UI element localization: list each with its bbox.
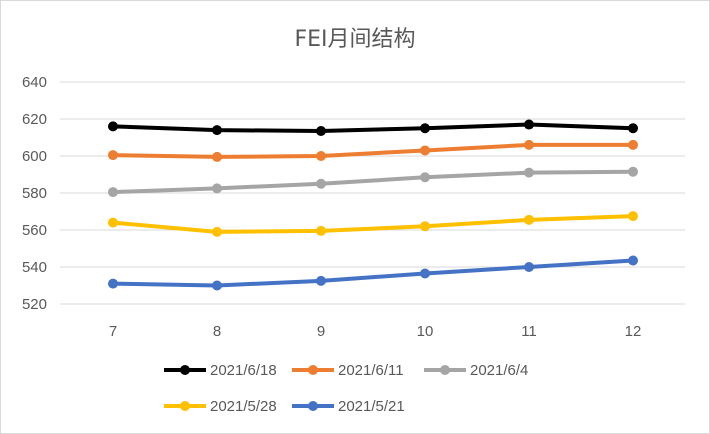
grid-lines	[60, 81, 685, 305]
legend-marker	[440, 365, 450, 375]
legend-label: 2021/6/11	[338, 362, 404, 379]
legend-label: 2021/6/4	[470, 362, 528, 379]
data-point	[524, 262, 534, 272]
series-line	[111, 169, 635, 195]
data-point	[212, 125, 222, 136]
x-axis-ticks: 7 8 9 10 11 12	[109, 323, 642, 340]
y-tick-label: 540	[22, 259, 47, 276]
data-point	[108, 217, 118, 228]
legend-marker	[180, 365, 190, 375]
data-point	[316, 126, 326, 137]
x-tick-label: 9	[317, 323, 325, 340]
series-line	[111, 122, 635, 134]
series-line	[111, 142, 635, 159]
series-line	[111, 258, 635, 288]
data-point	[628, 255, 638, 266]
y-tick-label: 560	[22, 222, 47, 239]
data-point	[212, 280, 222, 291]
data-point	[212, 183, 222, 194]
y-tick-label: 600	[22, 148, 47, 165]
data-point	[524, 167, 534, 178]
data-point	[420, 268, 430, 279]
legend-label: 2021/5/21	[338, 398, 405, 415]
x-tick-label: 7	[109, 323, 117, 340]
x-tick-label: 11	[521, 323, 537, 340]
data-point	[524, 119, 534, 130]
data-point	[628, 166, 638, 177]
data-point	[524, 214, 534, 225]
x-tick-label: 8	[213, 323, 221, 340]
y-tick-label: 620	[22, 111, 47, 128]
data-point	[212, 226, 222, 237]
data-point	[420, 172, 430, 183]
data-point	[108, 278, 118, 289]
data-point	[316, 225, 326, 236]
series-group	[108, 119, 638, 291]
data-point	[420, 123, 430, 134]
data-point	[524, 139, 534, 150]
series-line	[111, 214, 635, 234]
x-tick-label: 10	[417, 323, 434, 340]
y-tick-label: 640	[22, 74, 47, 91]
chart-title: FEI月间结构	[294, 27, 415, 52]
legend-marker	[308, 401, 318, 411]
legend-label: 2021/5/28	[210, 398, 277, 415]
data-point	[420, 145, 430, 156]
legend: 2021/6/18 2021/6/11 2021/6/4 2021/5/28 2021/…	[164, 362, 528, 415]
y-tick-label: 520	[22, 296, 47, 313]
x-tick-label: 12	[625, 323, 642, 340]
y-axis-ticks: 520 540 560 580 600 620 640	[22, 74, 47, 313]
data-point	[108, 121, 118, 132]
legend-label: 2021/6/18	[210, 362, 277, 379]
legend-marker	[180, 401, 190, 411]
data-point	[316, 275, 326, 286]
data-point	[628, 139, 638, 150]
data-point	[316, 178, 326, 189]
data-point	[108, 150, 118, 161]
data-point	[420, 221, 430, 232]
legend-marker	[308, 365, 318, 375]
data-point	[212, 151, 222, 162]
data-point	[628, 211, 638, 222]
y-tick-label: 580	[22, 185, 47, 202]
data-point	[316, 151, 326, 161]
data-point	[628, 123, 638, 134]
data-point	[108, 187, 118, 198]
